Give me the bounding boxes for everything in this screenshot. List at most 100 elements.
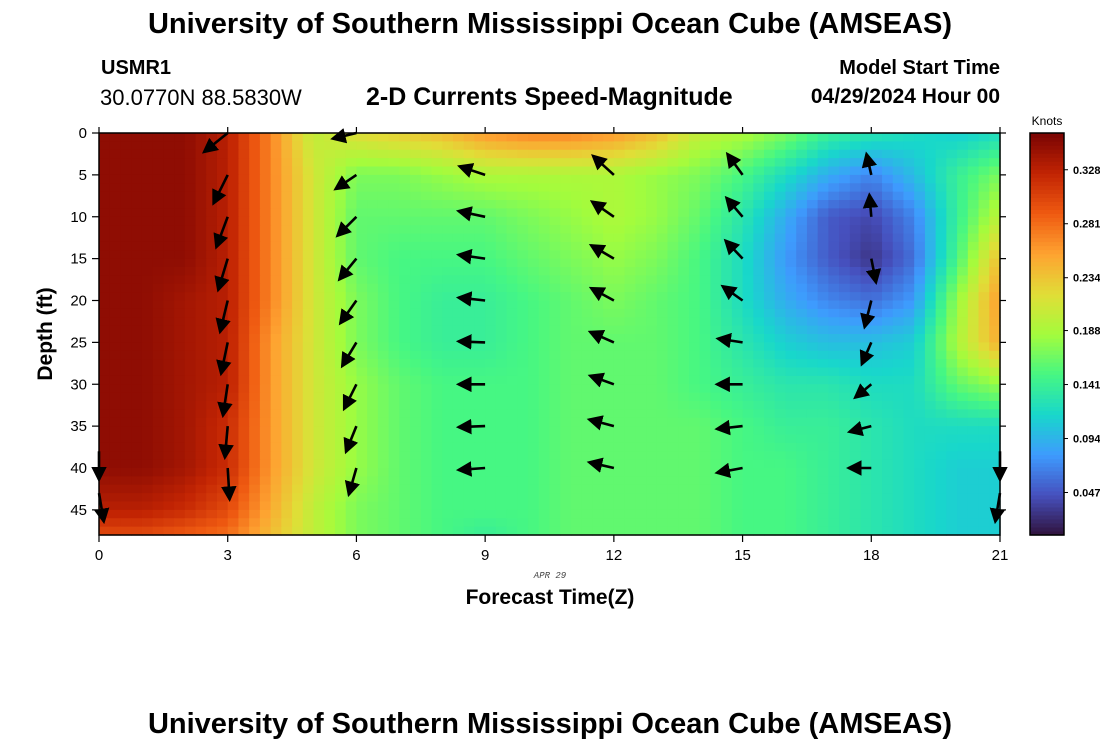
heatmap-cell (442, 208, 454, 218)
heatmap-cell (742, 476, 754, 486)
heatmap-cell (731, 149, 744, 159)
heatmap-cell (967, 451, 980, 461)
heatmap-cell (914, 166, 926, 176)
heatmap-cell (345, 283, 358, 293)
heatmap-cell (442, 451, 454, 461)
heatmap-cell (592, 409, 604, 419)
heatmap-cell (849, 509, 862, 519)
heatmap-cell (184, 493, 197, 503)
heatmap-cell (216, 476, 229, 486)
heatmap-cell (270, 133, 282, 142)
heatmap-cell (871, 317, 883, 327)
heatmap-cell (538, 484, 551, 494)
heatmap-cell (452, 158, 465, 168)
heatmap-cell (313, 434, 325, 444)
heatmap-cell (281, 158, 293, 168)
heatmap-cell (667, 384, 679, 394)
heatmap-cell (892, 174, 905, 184)
heatmap-cell (849, 216, 862, 226)
heatmap-cell (603, 233, 615, 243)
heatmap-cell (442, 166, 454, 176)
heatmap-cell (517, 526, 529, 536)
heatmap-cell (710, 174, 722, 184)
y-tick-label: 20 (70, 293, 87, 310)
heatmap-cell (388, 174, 400, 184)
heatmap-cell (806, 250, 819, 260)
heatmap-cell (538, 292, 551, 302)
heatmap-cell (388, 275, 400, 285)
heatmap-cell (195, 308, 207, 318)
heatmap-cell (313, 334, 325, 343)
heatmap-cell (249, 484, 261, 494)
heatmap-cell (131, 283, 143, 293)
heatmap-cell (324, 166, 336, 176)
heatmap-cell (721, 493, 733, 503)
x-axis-title: Forecast Time(Z) (466, 586, 635, 609)
heatmap-cell (431, 417, 443, 427)
heatmap-cell (957, 392, 969, 402)
heatmap-cell (699, 317, 711, 327)
heatmap-cell (120, 417, 132, 427)
heatmap-cell (978, 367, 990, 377)
heatmap-cell (141, 317, 154, 327)
heatmap-cell (345, 149, 358, 159)
heatmap-cell (131, 401, 143, 410)
heatmap-cell (292, 334, 304, 343)
heatmap-cell (721, 342, 733, 352)
heatmap-cell (399, 241, 411, 251)
heatmap-cell (506, 267, 518, 276)
heatmap-cell (560, 191, 572, 201)
heatmap-cell (452, 367, 465, 377)
heatmap-cell (570, 208, 583, 218)
heatmap-cell (849, 409, 862, 419)
heatmap-cell (570, 518, 583, 528)
heatmap-cell (764, 426, 776, 436)
heatmap-cell (753, 476, 765, 486)
heatmap-cell (410, 401, 422, 410)
heatmap-cell (549, 384, 561, 394)
heatmap-cell (817, 509, 829, 519)
heatmap-cell (570, 191, 583, 201)
heatmap-cell (721, 350, 733, 360)
heatmap-cell (538, 267, 551, 276)
heatmap-cell (410, 384, 422, 394)
heatmap-cell (174, 459, 186, 469)
heatmap-cell (495, 359, 508, 369)
heatmap-cell (141, 166, 154, 176)
heatmap-cell (195, 275, 207, 285)
heatmap-cell (292, 317, 304, 327)
heatmap-cell (324, 233, 336, 243)
heatmap-cell (892, 158, 905, 168)
heatmap-cell (882, 267, 894, 276)
heatmap-cell (313, 509, 325, 519)
heatmap-cell (270, 451, 282, 461)
heatmap-cell (452, 484, 465, 494)
heatmap-cell (131, 484, 143, 494)
heatmap-cell (860, 283, 872, 293)
heatmap-cell (227, 375, 240, 385)
heatmap-cell (753, 392, 765, 402)
heatmap-cell (635, 208, 647, 218)
heatmap-cell (367, 392, 379, 402)
heatmap-cell (184, 191, 197, 201)
heatmap-cell (871, 367, 883, 377)
heatmap-cell (581, 409, 594, 419)
heatmap-cell (914, 216, 926, 226)
current-vector (865, 258, 882, 285)
heatmap-cell (892, 350, 905, 360)
heatmap-cell (924, 292, 937, 302)
heatmap-cell (624, 191, 636, 201)
heatmap-cell (892, 518, 905, 528)
heatmap-cell (603, 392, 615, 402)
heatmap-cell (238, 233, 250, 243)
heatmap-cell (817, 241, 829, 251)
heatmap-cell (957, 417, 969, 427)
heatmap-cell (474, 434, 486, 444)
heatmap-cell (399, 233, 411, 243)
colorbar-swatch (1030, 346, 1064, 351)
heatmap-cell (174, 200, 186, 209)
heatmap-cell (989, 200, 1001, 209)
heatmap-cell (538, 350, 551, 360)
heatmap-cell (474, 417, 486, 427)
heatmap-cell (570, 250, 583, 260)
